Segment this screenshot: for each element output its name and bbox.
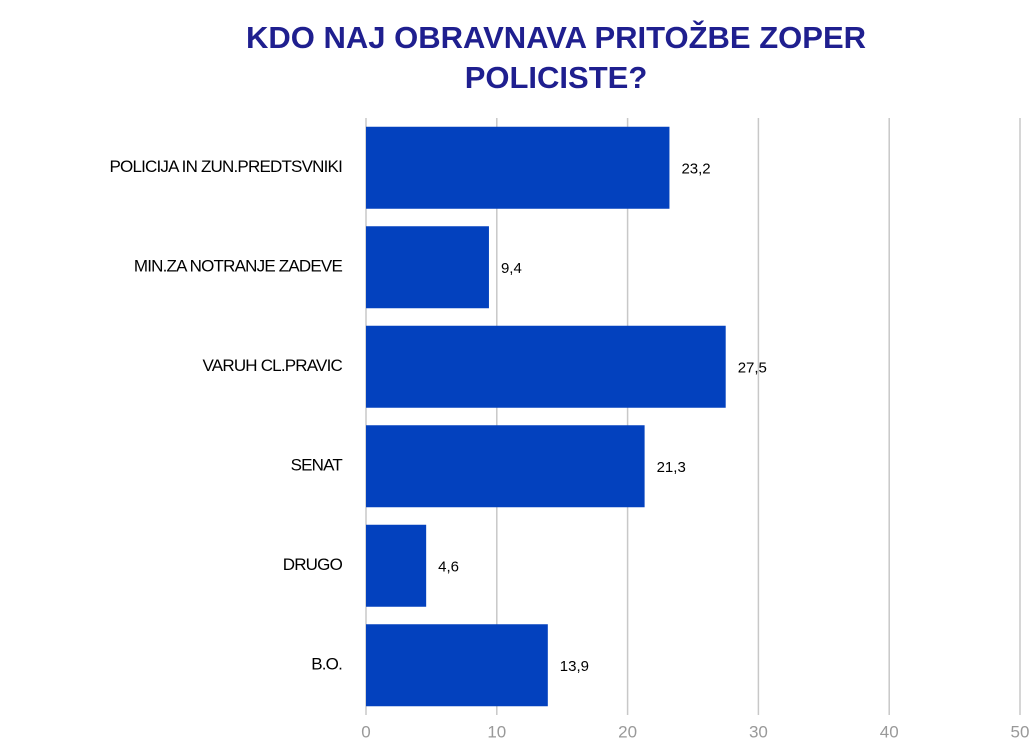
bar [366,126,670,209]
x-tick-label: 0 [361,722,370,741]
y-tick-label: MIN.ZA NOTRANJE ZADEVE [134,257,343,276]
data-label: 27,5 [738,360,767,377]
x-tick-label: 40 [880,722,899,741]
bar [366,325,726,408]
bar [366,226,489,309]
bar [366,524,427,607]
y-tick-label: DRUGO [283,555,343,574]
data-label: 21,3 [657,459,686,476]
x-tick-label: 30 [749,722,768,741]
bar [366,425,645,508]
y-tick-label: B.O. [311,655,342,674]
chart-title: KDO NAJ OBRAVNAVA PRITOŽBE ZOPER POLICIS… [245,20,867,95]
data-label: 13,9 [560,658,589,675]
data-label: 4,6 [438,559,459,576]
y-tick-label: VARUH CL.PRAVIC [203,356,343,375]
data-label: 9,4 [501,260,522,277]
data-label: 23,2 [681,161,710,178]
y-tick-label: SENAT [291,456,343,475]
x-tick-label: 10 [487,722,506,741]
bar [366,624,548,707]
y-tick-label: POLICIJA IN ZUN.PREDTSVNIKI [109,157,342,176]
x-tick-label: 50 [1011,722,1030,741]
x-tick-label: 20 [618,722,637,741]
